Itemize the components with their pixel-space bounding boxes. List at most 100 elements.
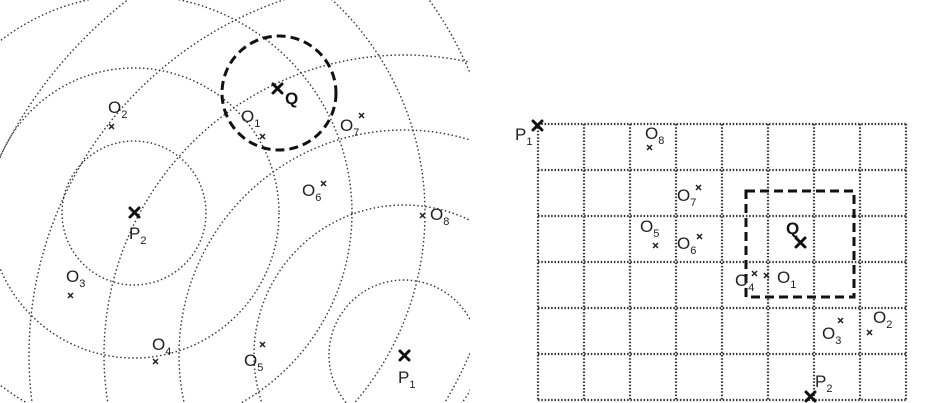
object-letter: O xyxy=(340,116,353,135)
left-object-o6: O6 xyxy=(302,180,327,204)
svg-text:P1: P1 xyxy=(398,368,415,391)
svg-text:O8: O8 xyxy=(645,124,664,147)
p2-distance-ring xyxy=(331,0,426,403)
left-object-o1: O1 xyxy=(241,107,266,140)
object-letter: O xyxy=(777,268,790,287)
left-object-o7: O7 xyxy=(340,112,365,139)
pivot-letter: P xyxy=(515,125,526,144)
left-panel xyxy=(0,0,470,403)
object-letter: O xyxy=(241,107,254,126)
object-subscript: 4 xyxy=(748,282,754,294)
left-object-o4: O4 xyxy=(152,335,171,365)
object-marker-icon xyxy=(67,292,74,299)
query-range-square xyxy=(744,189,856,299)
object-letter: O xyxy=(152,335,165,354)
svg-text:P2: P2 xyxy=(815,372,832,395)
object-marker-icon xyxy=(763,272,770,279)
object-marker-icon xyxy=(866,329,873,336)
p1-distance-ring xyxy=(0,0,129,159)
object-marker-icon xyxy=(320,180,327,187)
left-pivot-p1: P1 xyxy=(398,349,415,391)
object-letter: O xyxy=(822,324,835,343)
object-letter: O xyxy=(244,351,257,370)
object-letter: O xyxy=(430,205,443,224)
svg-text:O6: O6 xyxy=(677,234,696,257)
object-subscript: 7 xyxy=(690,197,696,209)
pivot-marker-icon xyxy=(128,206,141,219)
object-marker-icon xyxy=(837,317,844,324)
object-letter: O xyxy=(677,234,690,253)
p2-distance-ring xyxy=(61,140,207,286)
svg-text:O7: O7 xyxy=(677,186,696,209)
right-pivot-p2: P2 xyxy=(804,372,832,403)
object-marker-icon xyxy=(259,341,266,348)
object-marker-icon xyxy=(152,358,159,365)
pivot-subscript: 2 xyxy=(826,383,832,395)
svg-text:O1: O1 xyxy=(777,268,796,291)
object-marker-icon xyxy=(652,242,659,249)
right-object-o8: O8 xyxy=(645,124,664,151)
pivot-marker-icon xyxy=(398,349,411,362)
pivot-letter: P xyxy=(815,372,826,391)
object-subscript: 8 xyxy=(658,135,664,147)
object-subscript: 5 xyxy=(653,228,659,240)
svg-text:O7: O7 xyxy=(340,116,359,139)
right-pivot-p1: P1 xyxy=(515,119,544,148)
object-letter: O xyxy=(302,181,315,200)
object-letter: O xyxy=(873,308,886,327)
right-object-o4: O4 xyxy=(735,270,758,294)
object-letter: O xyxy=(645,124,658,143)
p2-distance-ring xyxy=(0,0,353,403)
object-subscript: 5 xyxy=(257,362,263,374)
p1-distance-ring xyxy=(103,54,470,403)
svg-text:O8: O8 xyxy=(430,205,449,228)
pivot-marker-icon xyxy=(804,390,817,403)
svg-text:O2: O2 xyxy=(108,98,127,121)
svg-text:O6: O6 xyxy=(302,181,321,204)
svg-text:O5: O5 xyxy=(244,351,263,374)
p1-distance-ring xyxy=(28,0,286,403)
right-object-o5: O5 xyxy=(640,217,659,249)
left-query-point: Q xyxy=(271,82,298,108)
pivot-subscript: 1 xyxy=(526,136,532,148)
svg-text:P1: P1 xyxy=(515,125,532,148)
query-marker-icon xyxy=(271,82,284,95)
object-subscript: 6 xyxy=(690,245,696,257)
right-object-o2: O2 xyxy=(866,308,892,336)
object-letter: O xyxy=(735,271,748,290)
object-marker-icon xyxy=(108,123,115,130)
object-marker-icon xyxy=(695,184,702,191)
svg-text:O4: O4 xyxy=(735,271,754,294)
object-marker-icon xyxy=(696,233,703,240)
object-subscript: 8 xyxy=(443,216,449,228)
svg-text:O1: O1 xyxy=(241,107,260,130)
query-label: Q xyxy=(786,219,799,238)
p1-distance-rings xyxy=(0,0,470,403)
object-subscript: 1 xyxy=(254,118,260,130)
object-subscript: 3 xyxy=(835,335,841,347)
object-letter: O xyxy=(66,267,79,286)
svg-text:O5: O5 xyxy=(640,217,659,240)
query-marker-icon xyxy=(794,236,807,249)
object-subscript: 2 xyxy=(886,319,892,331)
svg-text:O2: O2 xyxy=(873,308,892,331)
object-subscript: 6 xyxy=(315,192,321,204)
p2-distance-rings xyxy=(0,0,470,403)
pivot-letter: P xyxy=(129,224,140,243)
left-pivot-p2: P2 xyxy=(128,206,146,247)
right-object-o6: O6 xyxy=(677,233,703,257)
svg-text:O3: O3 xyxy=(66,267,85,290)
right-object-o7: O7 xyxy=(677,184,702,209)
right-query-point: Q xyxy=(786,219,807,249)
object-letter: O xyxy=(108,98,121,117)
query-label: Q xyxy=(285,89,298,108)
object-subscript: 3 xyxy=(79,278,85,290)
pivot-subscript: 1 xyxy=(409,379,415,391)
svg-text:O3: O3 xyxy=(822,324,841,347)
left-object-o8: O8 xyxy=(419,205,449,228)
svg-text:P2: P2 xyxy=(129,224,146,247)
object-subscript: 7 xyxy=(353,127,359,139)
left-object-o3: O3 xyxy=(66,267,85,299)
object-marker-icon xyxy=(646,144,653,151)
